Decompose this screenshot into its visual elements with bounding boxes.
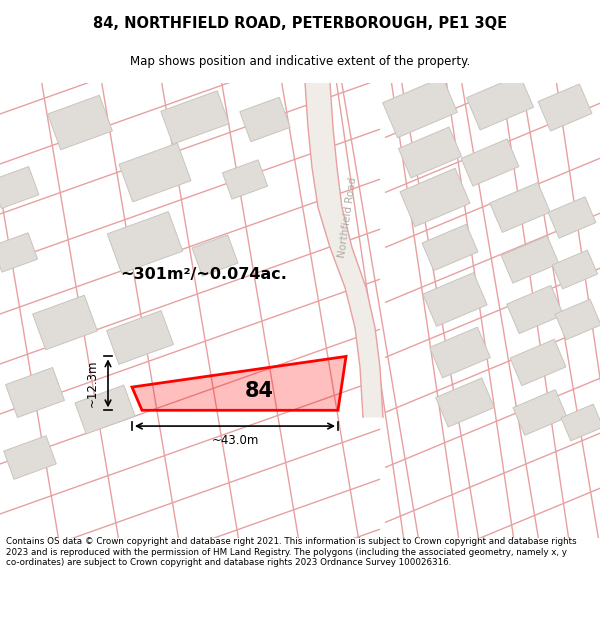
Polygon shape	[240, 98, 290, 142]
Text: 84, NORTHFIELD ROAD, PETERBOROUGH, PE1 3QE: 84, NORTHFIELD ROAD, PETERBOROUGH, PE1 3…	[93, 16, 507, 31]
Text: ~301m²/~0.074ac.: ~301m²/~0.074ac.	[120, 268, 287, 282]
Polygon shape	[501, 236, 559, 283]
Polygon shape	[548, 197, 596, 238]
Polygon shape	[538, 84, 592, 131]
Polygon shape	[506, 286, 563, 334]
Text: ~43.0m: ~43.0m	[211, 434, 259, 447]
Text: 84: 84	[245, 381, 274, 401]
Polygon shape	[223, 160, 268, 199]
Polygon shape	[400, 168, 470, 227]
Polygon shape	[192, 235, 238, 276]
Polygon shape	[47, 95, 112, 150]
Polygon shape	[119, 143, 191, 202]
Text: ~12.3m: ~12.3m	[86, 359, 98, 407]
Polygon shape	[490, 182, 550, 232]
Polygon shape	[555, 299, 600, 340]
Polygon shape	[305, 82, 383, 418]
Polygon shape	[4, 436, 56, 479]
Polygon shape	[161, 91, 229, 144]
Polygon shape	[0, 167, 39, 208]
Polygon shape	[107, 212, 183, 273]
Polygon shape	[132, 356, 346, 410]
Polygon shape	[553, 250, 598, 289]
Polygon shape	[398, 127, 461, 178]
Polygon shape	[32, 295, 97, 350]
Polygon shape	[422, 224, 478, 271]
Polygon shape	[5, 368, 64, 418]
Polygon shape	[510, 339, 566, 386]
Polygon shape	[107, 311, 173, 364]
Polygon shape	[561, 404, 600, 441]
Text: Northfield Road: Northfield Road	[337, 177, 359, 258]
Polygon shape	[423, 272, 487, 326]
Polygon shape	[461, 139, 519, 186]
Text: Map shows position and indicative extent of the property.: Map shows position and indicative extent…	[130, 56, 470, 68]
Polygon shape	[75, 385, 135, 434]
Polygon shape	[513, 390, 567, 435]
Polygon shape	[466, 75, 533, 130]
Polygon shape	[383, 78, 457, 138]
Polygon shape	[430, 327, 490, 378]
Text: Contains OS data © Crown copyright and database right 2021. This information is : Contains OS data © Crown copyright and d…	[6, 538, 577, 568]
Polygon shape	[436, 378, 494, 427]
Polygon shape	[0, 233, 38, 272]
